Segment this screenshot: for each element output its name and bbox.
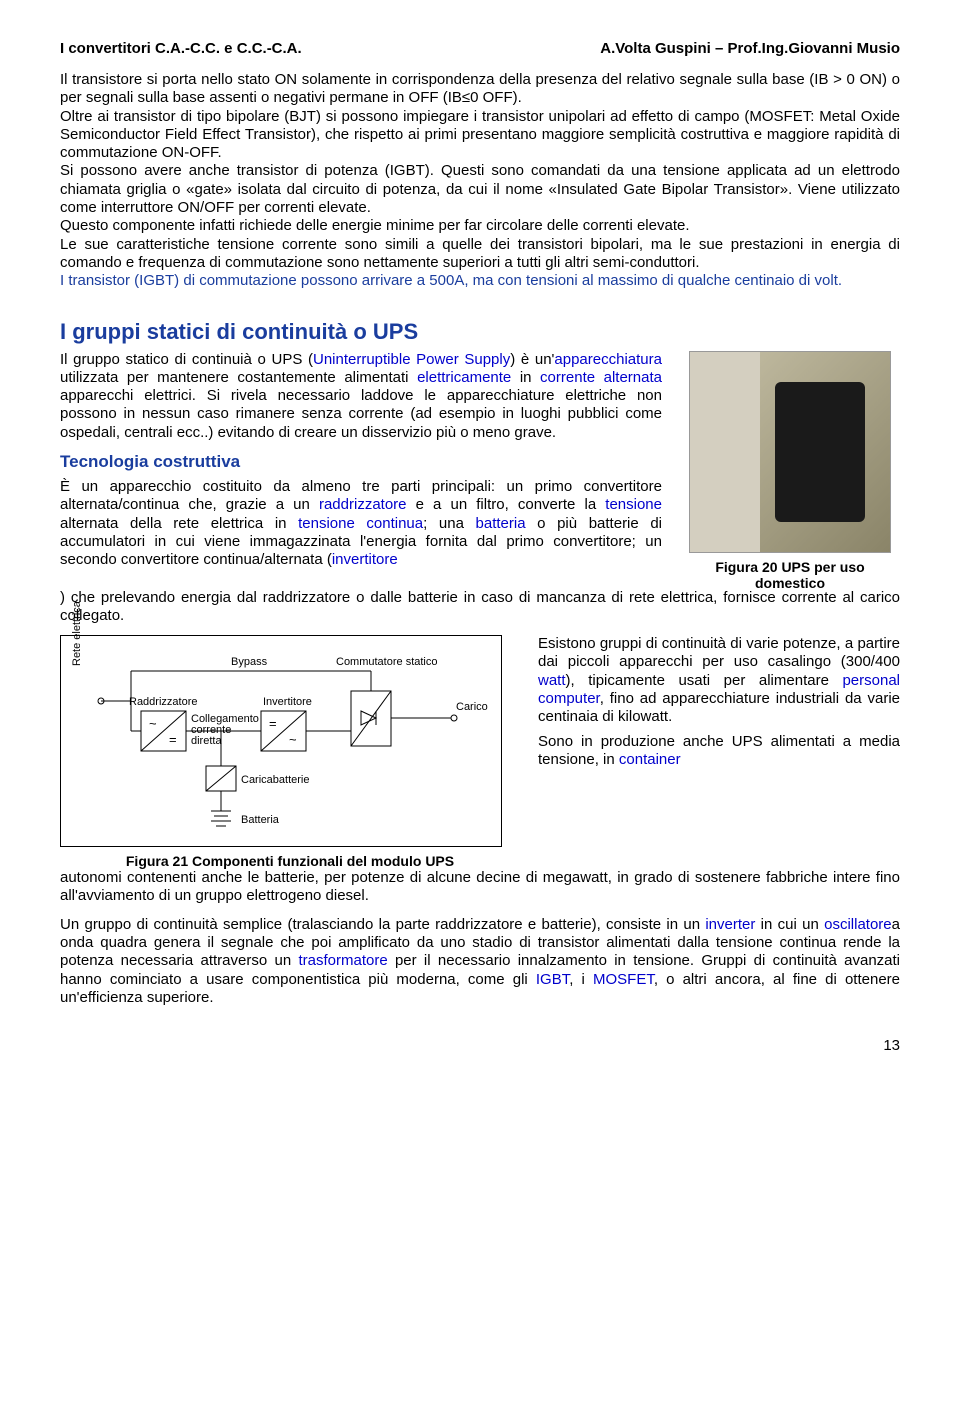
link-batteria[interactable]: batteria: [476, 515, 526, 532]
lbl-batteria: Batteria: [241, 814, 279, 826]
final-paragraph: Un gruppo di continuità semplice (tralas…: [60, 916, 900, 1007]
link-mosfet[interactable]: MOSFET: [593, 971, 654, 988]
svg-text:=: =: [269, 716, 277, 731]
lbl-invertitore: Invertitore: [263, 696, 312, 708]
svg-text:~: ~: [149, 716, 157, 731]
link-ups[interactable]: Uninterruptible Power Supply: [313, 351, 510, 368]
header-right: A.Volta Guspini – Prof.Ing.Giovanni Musi…: [600, 40, 900, 57]
page-number: 13: [60, 1037, 900, 1054]
header-left: I convertitori C.A.-C.C. e C.C.-C.A.: [60, 40, 302, 57]
lbl-raddrizzatore: Raddrizzatore: [129, 696, 197, 708]
figure-20-caption: Figura 20 UPS per uso domestico: [680, 559, 900, 591]
para2: Oltre ai transistor di tipo bipolare (BJ…: [60, 108, 900, 162]
link-elettricamente[interactable]: elettricamente: [417, 369, 511, 386]
para5: Le sue caratteristiche tensione corrente…: [60, 236, 900, 271]
lbl-collegamento: Collegamento corrente diretta: [191, 714, 261, 747]
link-oscillatore[interactable]: oscillatore: [824, 916, 892, 933]
link-watt[interactable]: watt: [538, 672, 566, 689]
svg-text:=: =: [169, 732, 177, 747]
side-para2: Sono in produzione anche UPS alimentati …: [538, 733, 900, 770]
side-para1: Esistono gruppi di continuità di varie p…: [538, 635, 900, 726]
para3: Si possono avere anche transistor di pot…: [60, 162, 900, 216]
link-tensione-continua[interactable]: tensione continua: [298, 515, 423, 532]
svg-text:~: ~: [289, 732, 297, 747]
link-trasformatore[interactable]: trasformatore: [298, 952, 387, 969]
link-inverter[interactable]: inverter: [705, 916, 755, 933]
para1: Il transistore si porta nello stato ON s…: [60, 71, 900, 106]
page-header: I convertitori C.A.-C.C. e C.C.-C.A. A.V…: [60, 40, 900, 57]
link-tensione[interactable]: tensione: [605, 496, 662, 513]
para4: Questo componente infatti richiede delle…: [60, 217, 690, 234]
link-corrente-alternata[interactable]: corrente alternata: [540, 369, 662, 386]
intro-paragraphs: Il transistore si porta nello stato ON s…: [60, 71, 900, 291]
link-invertitore[interactable]: invertitore: [332, 551, 398, 568]
figure-20-image: [689, 351, 891, 553]
tech-continuation: ) che prelevando energia dal raddrizzato…: [60, 589, 900, 626]
para6: I transistor (IGBT) di commutazione poss…: [60, 272, 842, 289]
link-igbt[interactable]: IGBT: [536, 971, 569, 988]
link-container[interactable]: container: [619, 751, 681, 768]
link-raddrizzatore[interactable]: raddrizzatore: [319, 496, 407, 513]
lbl-commutatore: Commutatore statico: [336, 656, 437, 668]
lbl-bypass: Bypass: [231, 656, 267, 668]
lbl-rete: Rete elettrica: [71, 586, 83, 666]
side-para2-cont: autonomi contenenti anche le batterie, p…: [60, 869, 900, 906]
link-apparecchiatura[interactable]: apparecchiatura: [554, 351, 662, 368]
figure-21-diagram: ~ = = ~: [60, 635, 502, 847]
section-title-ups: I gruppi statici di continuità o UPS: [60, 319, 900, 345]
tech-paragraph: È un apparecchio costituito da almeno tr…: [60, 478, 662, 569]
lbl-caricabatterie: Caricabatterie: [241, 774, 309, 786]
ups-intro: Il gruppo statico di continuià o UPS (Un…: [60, 351, 662, 442]
lbl-carico: Carico: [456, 701, 488, 713]
sub-title-tecnologia: Tecnologia costruttiva: [60, 452, 662, 472]
figure-21-caption: Figura 21 Componenti funzionali del modu…: [60, 853, 520, 869]
